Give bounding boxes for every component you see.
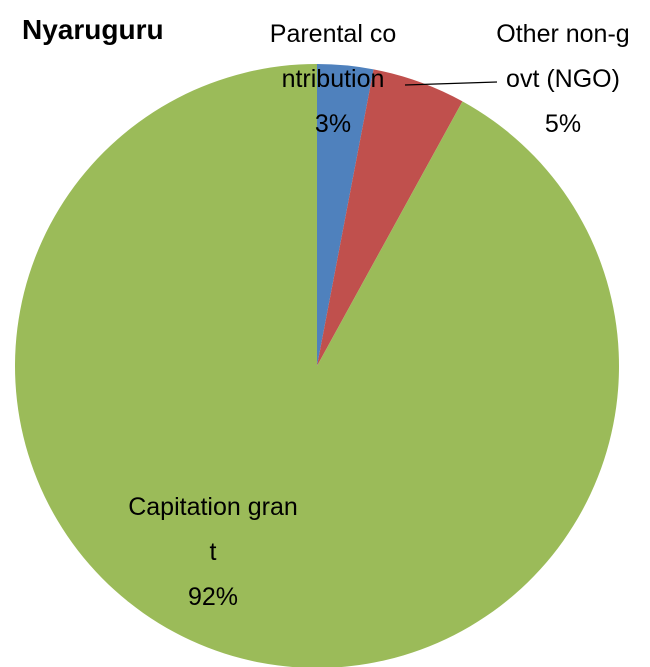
slice-category: Capitation grant [128, 493, 298, 566]
pie-slice [317, 64, 374, 366]
pie-slice [317, 69, 463, 367]
pie-slice [15, 64, 619, 667]
slice-value: 5% [544, 110, 582, 138]
slice-label: Parental contribution 3% [269, 12, 397, 147]
slice-label: Other non-govt (NGO) 5% [493, 12, 633, 147]
slice-value: 92% [187, 583, 239, 611]
slice-category: Other non-govt (NGO) [496, 20, 630, 93]
slice-value: 3% [314, 110, 352, 138]
slice-category: Parental contribution [269, 20, 397, 93]
chart-title: Nyaruguru [22, 14, 164, 45]
slice-label: Capitation grant 92% [128, 485, 298, 620]
leader-line [404, 81, 498, 86]
